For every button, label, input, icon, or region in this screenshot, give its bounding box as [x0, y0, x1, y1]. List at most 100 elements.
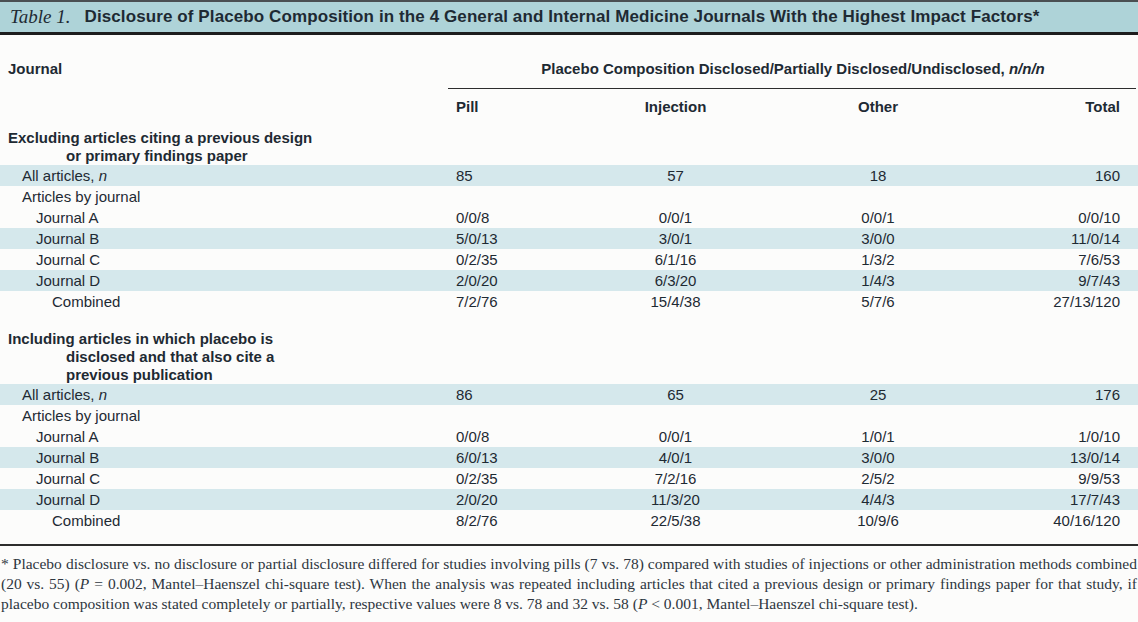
- table-row: Journal A0/0/80/0/10/0/10/0/10: [0, 207, 1138, 228]
- row-label: Journal B: [0, 447, 448, 468]
- cell-oth: 1/3/2: [763, 249, 993, 270]
- header-row: Journal Placebo Composition Disclosed/Pa…: [0, 60, 1138, 80]
- cell-inj: 11/3/20: [588, 489, 763, 510]
- table-row: Journal B6/0/134/0/13/0/013/0/14: [0, 447, 1138, 468]
- text-part: < 0.001, Mantel–Haenszel chi-square test…: [647, 595, 917, 612]
- text-part: Journal C: [36, 470, 100, 487]
- text-part: Combined: [52, 512, 120, 529]
- table-row: Journal C 0/2/356/1/161/3/27/6/53: [0, 249, 1138, 270]
- cell-pill: 0/2/35: [448, 468, 588, 489]
- section-header-line: disclosed and that also cite a: [0, 348, 1138, 366]
- table-number-label: Table 1.: [10, 6, 71, 28]
- table-row: Journal B5/0/133/0/13/0/011/0/14: [0, 228, 1138, 249]
- column-headers-row: Pill Injection Other Total: [0, 89, 1138, 119]
- text-part: Journal B: [36, 449, 99, 466]
- cell-oth: 1/0/1: [763, 426, 993, 447]
- cell-tot: 7/6/53: [993, 249, 1138, 270]
- row-label: Journal C: [0, 249, 448, 270]
- cell-tot: 13/0/14: [993, 447, 1138, 468]
- section-header-line: or primary findings paper: [0, 147, 1138, 165]
- table-row: Combined8/2/7622/5/3810/9/640/16/120: [0, 510, 1138, 531]
- row-label: Journal D: [0, 489, 448, 510]
- italic-text: n: [99, 167, 107, 184]
- cell-inj: 22/5/38: [588, 510, 763, 531]
- journal-table-figure: Table 1. Disclosure of Placebo Compositi…: [0, 0, 1138, 622]
- cell-inj: [588, 405, 763, 426]
- text-part: Articles by journal: [22, 407, 140, 424]
- table-row: Journal C 0/2/357/2/162/5/29/9/53: [0, 468, 1138, 489]
- cell-pill: 8/2/76: [448, 510, 588, 531]
- text-part: Journal B: [36, 230, 99, 247]
- text-part: Journal A: [36, 209, 99, 226]
- cell-pill: 0/2/35: [448, 249, 588, 270]
- table-row: All articles, n866525176: [0, 384, 1138, 405]
- text-part: Journal A: [36, 428, 99, 445]
- italic-text: n: [99, 386, 107, 403]
- cell-oth: 5/7/6: [763, 291, 993, 312]
- cell-oth: 10/9/6: [763, 510, 993, 531]
- row-label: All articles, n: [0, 384, 448, 405]
- italic-text: P: [638, 595, 647, 612]
- row-label: Articles by journal: [0, 186, 448, 207]
- cell-inj: 3/0/1: [588, 228, 763, 249]
- cell-inj: 65: [588, 384, 763, 405]
- cell-tot: 9/9/53: [993, 468, 1138, 489]
- row-label: Journal A: [0, 426, 448, 447]
- other-column-header: Other: [763, 97, 993, 119]
- text-part: = 0.002, Mantel–Haenszel chi-square test…: [1, 575, 1137, 612]
- cell-inj: [588, 186, 763, 207]
- section-header-line: Excluding articles citing a previous des…: [0, 129, 1138, 147]
- cell-oth: 2/5/2: [763, 468, 993, 489]
- table-title-bar: Table 1. Disclosure of Placebo Compositi…: [0, 0, 1138, 35]
- total-column-header: Total: [993, 97, 1138, 119]
- cell-tot: 0/0/10: [993, 207, 1138, 228]
- cell-pill: [448, 405, 588, 426]
- table-body: Excluding articles citing a previous des…: [0, 129, 1138, 531]
- cell-tot: 160: [993, 165, 1138, 186]
- cell-tot: 1/0/10: [993, 426, 1138, 447]
- cell-tot: 176: [993, 384, 1138, 405]
- cell-oth: 18: [763, 165, 993, 186]
- cell-pill: 2/0/20: [448, 489, 588, 510]
- cell-pill: [448, 186, 588, 207]
- injection-column-header: Injection: [588, 97, 763, 119]
- cell-oth: 0/0/1: [763, 207, 993, 228]
- table-row: Journal D2/0/206/3/201/4/39/7/43: [0, 270, 1138, 291]
- table-row: Combined7/2/7615/4/385/7/627/13/120: [0, 291, 1138, 312]
- cell-inj: 15/4/38: [588, 291, 763, 312]
- pill-column-header: Pill: [448, 97, 588, 119]
- cell-inj: 7/2/16: [588, 468, 763, 489]
- row-label: Combined: [0, 510, 448, 531]
- cell-inj: 6/1/16: [588, 249, 763, 270]
- cell-oth: 3/0/0: [763, 228, 993, 249]
- table-footnote: * Placebo disclosure vs. no disclosure o…: [0, 546, 1138, 614]
- cell-oth: [763, 186, 993, 207]
- table-row: Journal A0/0/80/0/11/0/11/0/10: [0, 426, 1138, 447]
- row-label: Journal D: [0, 270, 448, 291]
- cell-pill: 86: [448, 384, 588, 405]
- journal-column-header: Journal: [0, 60, 448, 80]
- section-header-line: previous publication: [0, 366, 1138, 384]
- cell-pill: 0/0/8: [448, 207, 588, 228]
- cell-tot: 17/7/43: [993, 489, 1138, 510]
- text-part: Articles by journal: [22, 188, 140, 205]
- row-label: Journal B: [0, 228, 448, 249]
- table-row: All articles, n855718160: [0, 165, 1138, 186]
- text-part: Combined: [52, 293, 120, 310]
- table-title: Disclosure of Placebo Composition in the…: [85, 7, 1040, 27]
- cell-tot: [993, 405, 1138, 426]
- spanning-column-header: Placebo Composition Disclosed/Partially …: [448, 60, 1138, 80]
- cell-pill: 85: [448, 165, 588, 186]
- table-row: Articles by journal: [0, 405, 1138, 426]
- cell-inj: 6/3/20: [588, 270, 763, 291]
- cell-oth: 1/4/3: [763, 270, 993, 291]
- text-part: Journal C: [36, 251, 100, 268]
- row-label: Journal C: [0, 468, 448, 489]
- cell-oth: 4/4/3: [763, 489, 993, 510]
- row-label: Combined: [0, 291, 448, 312]
- cell-inj: 57: [588, 165, 763, 186]
- cell-pill: 2/0/20: [448, 270, 588, 291]
- cell-inj: 4/0/1: [588, 447, 763, 468]
- cell-pill: 6/0/13: [448, 447, 588, 468]
- cell-pill: 0/0/8: [448, 426, 588, 447]
